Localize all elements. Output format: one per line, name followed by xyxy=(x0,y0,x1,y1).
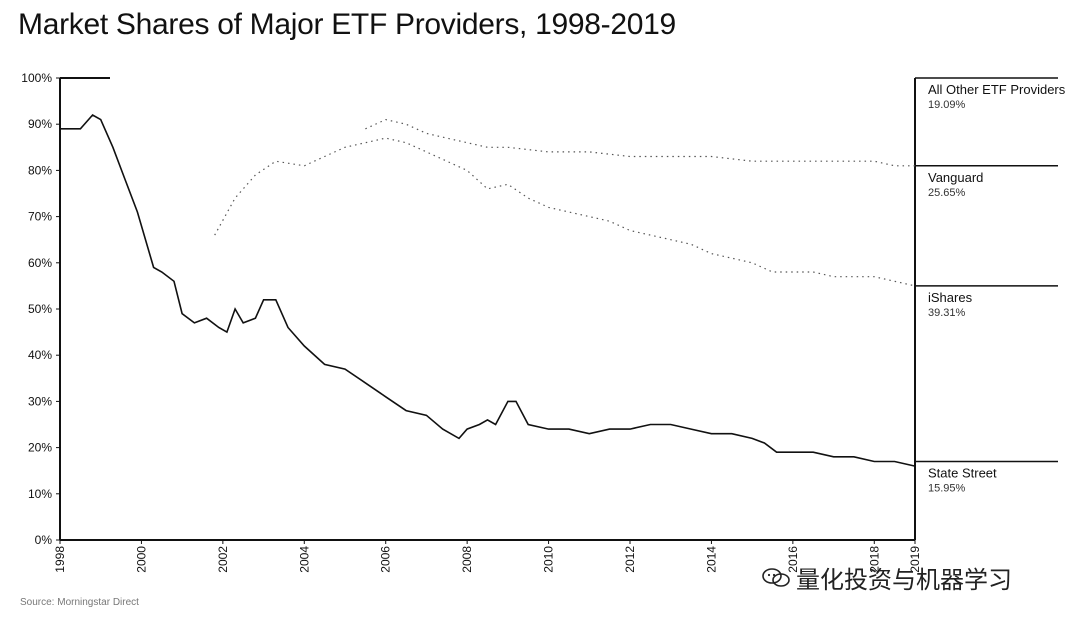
end-label-value: 19.09% xyxy=(928,99,966,111)
y-tick-label: 80% xyxy=(28,163,52,177)
end-label-name: All Other ETF Providers xyxy=(928,82,1066,97)
plot-frame xyxy=(59,77,916,541)
x-tick-label: 2012 xyxy=(623,546,637,573)
x-tick-label: 2018 xyxy=(867,546,881,573)
x-tick-label: 2014 xyxy=(704,546,718,573)
y-tick-label: 20% xyxy=(28,441,52,455)
x-tick-label: 2019 xyxy=(908,546,922,573)
x-axis: 1998 2000 2002 2004 2006 2008 2010 2012 2014 2016… xyxy=(53,540,922,573)
end-label-value: 39.31% xyxy=(928,307,966,319)
y-tick-label: 0% xyxy=(35,533,53,547)
x-tick-label: 2016 xyxy=(786,546,800,573)
source-note: Source: Morningstar Direct xyxy=(20,597,139,608)
series-layer xyxy=(60,113,916,467)
y-tick-label: 70% xyxy=(28,210,52,224)
end-label-name: State Street xyxy=(928,465,997,480)
end-label-name: Vanguard xyxy=(928,170,983,185)
end-labels: State Street 15.95% iShares 39.31% Vanguard 2… xyxy=(915,77,1066,494)
end-label-name: iShares xyxy=(928,290,973,305)
end-label-value: 25.65% xyxy=(928,187,966,199)
x-tick-label: 2002 xyxy=(216,546,230,573)
y-axis: 0% 10% 20% 30% 40% 50% 60% 70% 80% 90% 100% xyxy=(21,71,60,547)
series-line-ishares xyxy=(214,137,916,287)
y-tick-label: 10% xyxy=(28,487,52,501)
end-label-value: 15.95% xyxy=(928,482,966,494)
x-tick-label: 1998 xyxy=(53,546,67,573)
series-line-vanguard xyxy=(365,118,915,167)
x-tick-label: 2008 xyxy=(460,546,474,573)
y-tick-label: 90% xyxy=(28,117,52,131)
y-tick-label: 100% xyxy=(21,71,52,85)
y-tick-label: 30% xyxy=(28,394,52,408)
series-line-state-street xyxy=(60,113,916,467)
y-tick-label: 60% xyxy=(28,256,52,270)
chat-bubbles-icon xyxy=(762,567,790,587)
x-tick-label: 2006 xyxy=(379,546,393,573)
watermark: 量化投资与机器学习 xyxy=(762,560,1012,595)
y-tick-label: 50% xyxy=(28,302,52,316)
watermark-text: 量化投资与机器学习 xyxy=(796,566,1012,594)
x-tick-label: 2010 xyxy=(542,546,556,573)
x-tick-label: 2004 xyxy=(297,546,311,573)
page-title: Market Shares of Major ETF Providers, 19… xyxy=(18,8,676,41)
x-tick-label: 2000 xyxy=(134,546,148,573)
y-tick-label: 40% xyxy=(28,348,52,362)
